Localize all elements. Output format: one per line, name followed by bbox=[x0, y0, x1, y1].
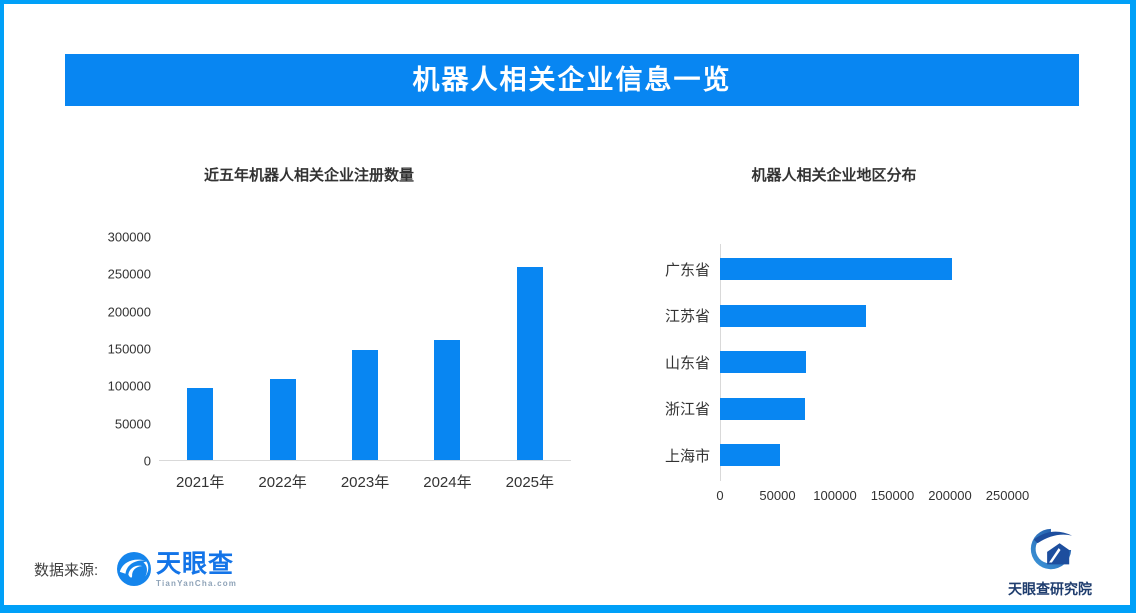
x-tick-label: 2025年 bbox=[505, 474, 555, 491]
right-chart-x-axis: 0 50000 100000 150000 200000 250000 bbox=[716, 488, 1060, 504]
y-tick-label: 200000 bbox=[107, 304, 151, 320]
y-tick-label: 300000 bbox=[107, 229, 151, 245]
category-label: 广东省 bbox=[664, 261, 710, 279]
institute-logo: 天眼查研究院 bbox=[1002, 524, 1098, 599]
tianyancha-wordmark: 天眼查 TianYanCha.com bbox=[156, 550, 238, 589]
bar-column bbox=[406, 237, 488, 460]
data-source-label: 数据来源: bbox=[34, 562, 99, 579]
bar-2021年 bbox=[187, 388, 214, 460]
bar-山东省 bbox=[720, 351, 807, 374]
bar-column bbox=[489, 237, 571, 460]
tianyancha-eye-icon bbox=[117, 552, 151, 586]
bar-2023年 bbox=[352, 350, 379, 460]
right-chart-plot: 广东省江苏省山东省浙江省上海市 bbox=[634, 246, 1094, 479]
hbar-row: 广东省 bbox=[634, 246, 1094, 293]
x-tick-label: 250000 bbox=[985, 488, 1030, 503]
tianyancha-domain: TianYanCha.com bbox=[156, 579, 238, 588]
x-tick-label: 2022年 bbox=[258, 474, 307, 491]
left-chart-plot bbox=[159, 237, 571, 461]
bar-column bbox=[241, 237, 323, 460]
category-label: 江苏省 bbox=[664, 308, 710, 326]
bar-广东省 bbox=[720, 258, 953, 281]
x-tick-label: 2021年 bbox=[176, 474, 225, 491]
bar-浙江省 bbox=[720, 397, 806, 420]
bar-上海市 bbox=[720, 444, 780, 467]
page-title: 机器人相关企业信息一览 bbox=[412, 65, 732, 95]
bar-2024年 bbox=[434, 339, 461, 460]
hbar-row: 山东省 bbox=[634, 339, 1094, 386]
x-tick-label: 2024年 bbox=[423, 474, 472, 491]
left-chart-x-axis: 2021年 2022年 2023年 2024年 2025年 bbox=[159, 471, 571, 492]
hbar-row: 江苏省 bbox=[634, 293, 1094, 340]
tianyancha-name: 天眼查 bbox=[156, 550, 235, 578]
left-chart-y-axis: 0 50000 100000 150000 200000 250000 300000 bbox=[59, 230, 151, 469]
x-tick-label: 200000 bbox=[928, 488, 972, 503]
x-tick-label: 2023年 bbox=[340, 474, 390, 491]
tianyancha-logo: 天眼查 TianYanCha.com bbox=[117, 552, 237, 588]
page-title-banner: 机器人相关企业信息一览 bbox=[65, 54, 1079, 106]
bar-2022年 bbox=[269, 379, 296, 460]
x-tick-label: 50000 bbox=[759, 488, 796, 503]
tianyancha-institute-icon bbox=[1030, 528, 1073, 570]
x-tick-label: 150000 bbox=[870, 488, 915, 503]
left-chart-title: 近五年机器人相关企业注册数量 bbox=[203, 167, 414, 184]
hbar-row: 上海市 bbox=[634, 432, 1094, 479]
category-label: 浙江省 bbox=[664, 401, 710, 419]
bar-column bbox=[324, 237, 406, 460]
category-label: 上海市 bbox=[664, 447, 710, 465]
y-tick-label: 50000 bbox=[114, 416, 151, 432]
x-tick-label: 0 bbox=[716, 488, 724, 503]
bar-column bbox=[159, 237, 241, 460]
x-tick-label: 100000 bbox=[813, 488, 857, 503]
category-label: 山东省 bbox=[664, 354, 710, 372]
bar-2025年 bbox=[516, 267, 543, 460]
institute-name: 天眼查研究院 bbox=[1008, 581, 1092, 597]
y-tick-label: 100000 bbox=[107, 378, 151, 394]
y-tick-label: 0 bbox=[143, 453, 151, 469]
hbar-row: 浙江省 bbox=[634, 386, 1094, 433]
right-chart-title: 机器人相关企业地区分布 bbox=[751, 167, 917, 184]
y-tick-label: 250000 bbox=[107, 266, 151, 282]
y-tick-label: 150000 bbox=[107, 341, 151, 357]
bar-江苏省 bbox=[720, 304, 867, 327]
